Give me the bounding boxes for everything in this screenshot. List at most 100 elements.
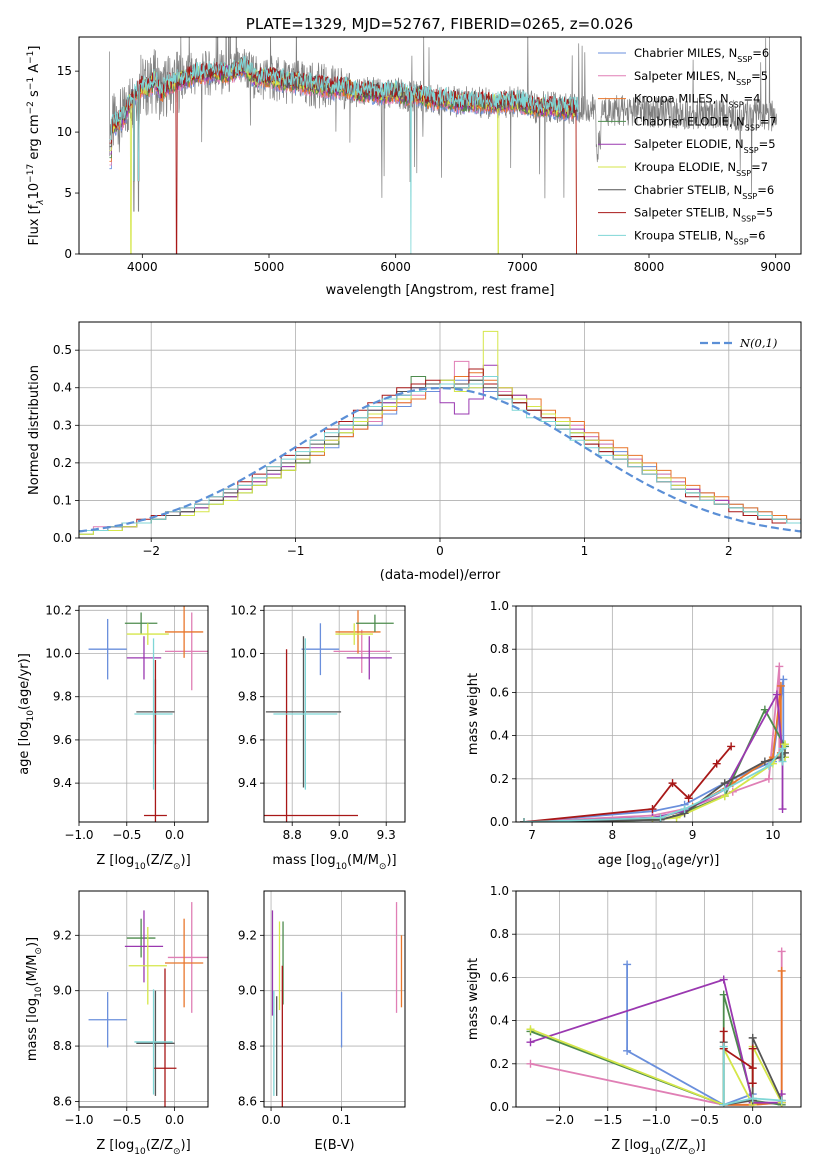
errorbar-kroupa-miles xyxy=(165,918,204,1008)
x-tick-label: 0.0 xyxy=(743,1113,762,1127)
plus-marker xyxy=(778,744,787,753)
x-tick-label: 10 xyxy=(765,828,780,842)
mass-weight-vs-Z-panel: −2.0 −1.5 −1.0 −0.5 0.0 0.0 0.2 0.4 0.6 0.8 1.0 Z [… xyxy=(466,884,802,1157)
y-axis-label: mass [log10(M/M⊙)] xyxy=(25,937,44,1061)
legend-label: Salpeter ELODIE, NSSP=5 xyxy=(634,137,776,155)
y-tick-label: 0.1 xyxy=(53,493,72,507)
y-tick-label: 0.8 xyxy=(490,927,509,941)
mass-weight-vs-age-panel: 7 8 9 10 0.0 0.2 0.4 0.6 0.8 1.0 age [log10(age/yr… xyxy=(466,599,802,872)
y-tick-label: 9.0 xyxy=(53,984,72,998)
plus-marker xyxy=(526,1025,535,1034)
errorbar-kroupa-stelib xyxy=(273,638,338,790)
legend-label: N(0,1) xyxy=(739,336,777,350)
y-axis-label: age [log10(age/yr)] xyxy=(17,653,36,775)
plus-marker xyxy=(760,705,769,714)
plus-marker xyxy=(719,1042,728,1051)
errorbar-salpeter-miles xyxy=(333,629,390,673)
y-tick-label: 0.4 xyxy=(490,729,509,743)
series-line xyxy=(523,679,785,822)
errorbar-chabrier-elodie xyxy=(126,918,156,958)
y-tick-label: 0.5 xyxy=(53,343,72,357)
errorbar-chabrier-stelib xyxy=(265,636,342,788)
y-tick-label: 1.0 xyxy=(490,884,509,898)
x-tick-label: 9.0 xyxy=(330,828,349,842)
y-tick-label: 9.4 xyxy=(238,776,257,790)
x-axis-label: wavelength [Angstrom, rest frame] xyxy=(326,283,555,298)
errorbar-kroupa-elodie xyxy=(128,927,167,1005)
plus-marker xyxy=(748,1044,757,1053)
x-tick-label: −2.0 xyxy=(545,1113,574,1127)
plus-marker xyxy=(712,759,721,768)
x-axis-label: E(B-V) xyxy=(314,1138,354,1153)
y-tick-label: 0.3 xyxy=(53,418,72,432)
axes-frame xyxy=(78,321,802,539)
y-tick-label: 5 xyxy=(64,186,72,200)
plus-marker xyxy=(748,1064,757,1073)
errorbar-chabrier-elodie xyxy=(356,614,394,632)
errorbar-salpeter-stelib xyxy=(264,649,358,822)
y-tick-label: 9.4 xyxy=(53,776,72,790)
y-tick-label: 10.2 xyxy=(230,603,257,617)
y-tick-label: 0 xyxy=(64,247,72,261)
x-tick-label: 8.8 xyxy=(283,828,302,842)
x-tick-label: 0.1 xyxy=(332,1113,351,1127)
y-tick-label: 10.0 xyxy=(45,647,72,661)
y-axis-label: Flux [fλ10−17 erg cm−2 s−1 A−1] xyxy=(26,46,46,246)
x-tick-label: 4000 xyxy=(127,260,158,274)
model-spectrum-kroupa-stelib xyxy=(109,55,579,254)
x-tick-label: −1.5 xyxy=(593,1113,622,1127)
legend-label: Kroupa ELODIE, NSSP=7 xyxy=(634,160,768,178)
plus-marker xyxy=(776,681,785,690)
y-tick-label: 9.0 xyxy=(238,984,257,998)
x-tick-label: −0.5 xyxy=(112,828,141,842)
x-axis-label: Z [log10(Z/Z⊙)] xyxy=(611,1138,705,1157)
x-tick-label: 9000 xyxy=(760,260,791,274)
series-chabrier-elodie xyxy=(520,705,789,822)
x-tick-label: 0.0 xyxy=(165,1113,184,1127)
errorbar-salpeter-elodie xyxy=(124,910,164,983)
plus-marker xyxy=(520,818,529,822)
y-tick-label: 8.6 xyxy=(238,1094,257,1108)
y-tick-label: 0.2 xyxy=(490,1057,509,1071)
plus-marker xyxy=(727,742,736,751)
y-tick-label: 9.2 xyxy=(238,928,257,942)
axes-frame xyxy=(78,890,209,1108)
errorbar-salpeter-miles xyxy=(165,612,208,691)
plus-marker xyxy=(778,805,787,814)
plus-marker xyxy=(748,1094,757,1103)
age-vs-Z-panel: −1.0 −0.5 0.0 9.4 9.6 9.8 10.0 10.2 Z [log10(Z/Z… xyxy=(17,603,209,872)
plus-marker xyxy=(680,805,689,814)
errorbar-kroupa-elodie xyxy=(335,623,374,645)
axes-frame xyxy=(78,605,209,823)
series-line xyxy=(626,964,754,1106)
x-tick-label: −0.5 xyxy=(112,1113,141,1127)
x-tick-label: −1.0 xyxy=(642,1113,671,1127)
plus-marker xyxy=(623,960,632,969)
y-tick-label: 0.6 xyxy=(490,970,509,984)
x-axis-label: mass [log10(M/M⊙)] xyxy=(272,853,396,872)
x-tick-label: −1 xyxy=(287,544,305,558)
y-tick-label: 0.0 xyxy=(53,531,72,545)
y-axis-label: mass weight xyxy=(466,958,481,1040)
series-kroupa-stelib xyxy=(520,744,787,822)
errorbar-kroupa-miles xyxy=(335,610,381,654)
y-tick-label: 9.2 xyxy=(53,928,72,942)
age-vs-mass-panel: 8.8 9.0 9.3 9.4 9.6 9.8 10.0 10.2 mass [log10(M/… xyxy=(230,603,406,872)
plus-marker xyxy=(764,774,773,783)
errorbar-chabrier-miles xyxy=(88,992,127,1048)
y-tick-label: 10.0 xyxy=(230,647,257,661)
series-line xyxy=(523,685,782,822)
y-tick-label: 8.6 xyxy=(53,1094,72,1108)
plus-marker xyxy=(779,675,788,684)
x-tick-label: 6000 xyxy=(380,260,411,274)
y-tick-label: 0.6 xyxy=(490,685,509,699)
series-line xyxy=(523,691,784,822)
x-tick-label: 1 xyxy=(581,544,589,558)
errorbar-salpeter-stelib xyxy=(143,660,167,822)
x-tick-label: −1.0 xyxy=(64,828,93,842)
series-salpeter-miles xyxy=(520,662,784,822)
plus-marker xyxy=(777,947,786,956)
y-tick-label: 10 xyxy=(57,125,72,139)
x-tick-label: −1.0 xyxy=(64,1113,93,1127)
